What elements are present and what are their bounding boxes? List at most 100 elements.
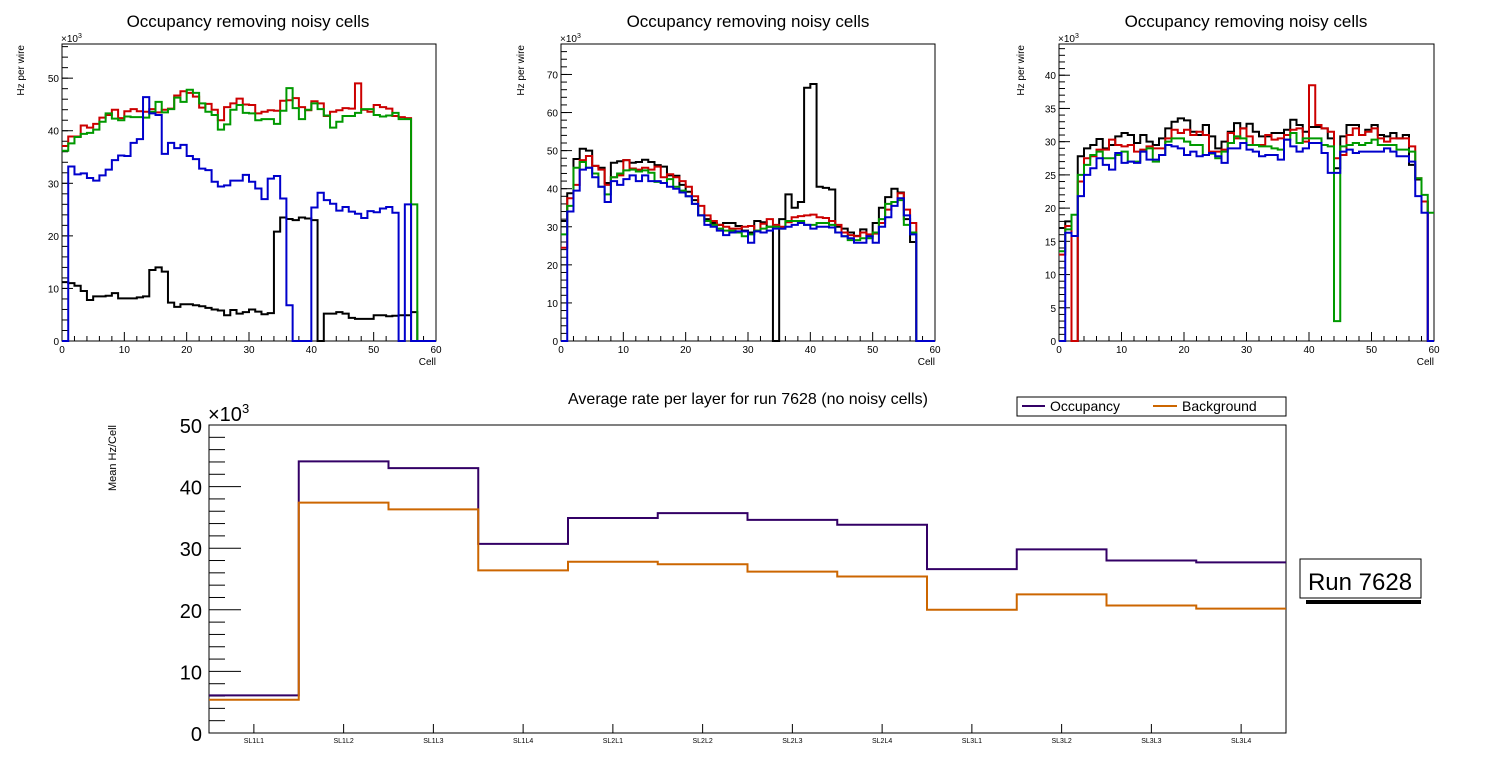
x-category-label: SL1L3 xyxy=(423,738,443,745)
x-tick-label: 50 xyxy=(1366,345,1378,356)
x-category-label: SL3L1 xyxy=(962,738,982,745)
x-tick-label: 50 xyxy=(867,345,879,356)
y-tick-label: 40 xyxy=(180,478,202,500)
x-category-label: SL3L3 xyxy=(1141,738,1161,745)
x-tick-label: 20 xyxy=(1178,345,1190,356)
y-tick-label: 0 xyxy=(191,724,202,746)
series-green xyxy=(62,87,436,342)
summary-series xyxy=(209,460,1286,701)
x-category-label: SL2L3 xyxy=(782,738,802,745)
x-tick-label: 30 xyxy=(1241,345,1253,356)
series-green xyxy=(561,161,935,342)
summary-title: Average rate per layer for run 7628 (no … xyxy=(568,391,928,408)
panel-1-series xyxy=(62,82,436,342)
x-category-label: SL3L2 xyxy=(1052,738,1072,745)
panel-3: Occupancy removing noisy cells Hz per wi… xyxy=(1016,12,1440,368)
x-tick-label: 40 xyxy=(1303,345,1315,356)
panel-2: Occupancy removing noisy cells Hz per wi… xyxy=(516,12,941,368)
legend-background-label: Background xyxy=(1182,398,1257,414)
y-tick-label: 30 xyxy=(180,539,202,561)
panel-1-xticks: 0 10 20 30 40 50 60 xyxy=(59,332,442,356)
y-tick-label: 35 xyxy=(1045,104,1057,115)
y-tick-label: 10 xyxy=(1045,271,1057,282)
panel-2-xlabel: Cell xyxy=(918,357,935,368)
x-tick-label: 30 xyxy=(243,345,255,356)
y-tick-label: 30 xyxy=(48,179,60,190)
x-tick-label: 0 xyxy=(1056,345,1062,356)
series-background xyxy=(209,501,1286,701)
y-tick-label: 20 xyxy=(1045,204,1057,215)
y-tick-label: 70 xyxy=(547,70,559,81)
x-category-label: SL1L4 xyxy=(513,738,533,745)
x-category-label: SL1L1 xyxy=(244,738,264,745)
x-tick-label: 10 xyxy=(618,345,630,356)
legend-occupancy-label: Occupancy xyxy=(1050,398,1120,414)
y-tick-label: 0 xyxy=(53,337,59,348)
panel-3-xticks: 0 10 20 30 40 50 60 xyxy=(1056,332,1440,356)
y-tick-label: 15 xyxy=(1045,237,1057,248)
x-tick-label: 10 xyxy=(119,345,131,356)
summary-panel: Average rate per layer for run 7628 (no … xyxy=(107,391,1422,746)
panel-2-exponent: ×103 xyxy=(560,33,581,45)
run-annotation-shadow xyxy=(1306,600,1421,604)
panel-3-frame xyxy=(1058,43,1435,342)
x-category-label: SL2L1 xyxy=(603,738,623,745)
series-occupancy xyxy=(209,460,1286,697)
y-tick-label: 40 xyxy=(547,185,559,196)
panel-2-ylabel: Hz per wire xyxy=(516,45,527,96)
panel-2-frame xyxy=(560,43,936,342)
run-annotation-box xyxy=(1299,558,1422,599)
panel-1: Occupancy removing noisy cells Hz per wi… xyxy=(16,12,442,368)
x-tick-label: 40 xyxy=(306,345,318,356)
panel-3-series xyxy=(1059,84,1434,342)
y-tick-label: 40 xyxy=(1045,71,1057,82)
panel-3-ylabel: Hz per wire xyxy=(1016,45,1027,96)
x-tick-label: 0 xyxy=(59,345,65,356)
panel-3-xlabel: Cell xyxy=(1417,357,1434,368)
y-tick-label: 30 xyxy=(1045,138,1057,149)
x-category-label: SL3L4 xyxy=(1231,738,1251,745)
series-blue xyxy=(1059,138,1434,342)
series-blue xyxy=(561,166,935,342)
x-category-label: SL1L2 xyxy=(334,738,354,745)
panel-2-title: Occupancy removing noisy cells xyxy=(627,12,870,31)
panel-1-title: Occupancy removing noisy cells xyxy=(127,12,370,31)
panel-2-yticks: 0 10 20 30 40 50 60 70 xyxy=(547,43,572,348)
y-tick-label: 10 xyxy=(180,662,202,684)
series-black xyxy=(1059,117,1434,342)
x-tick-label: 10 xyxy=(1116,345,1128,356)
summary-legend: Occupancy Background xyxy=(1016,396,1287,417)
x-tick-label: 50 xyxy=(368,345,380,356)
y-tick-label: 0 xyxy=(552,337,558,348)
y-tick-label: 5 xyxy=(1050,304,1056,315)
run-annotation: Run 7628 xyxy=(1299,558,1422,604)
panel-1-yticks: 0 10 20 30 40 50 xyxy=(48,46,73,348)
y-tick-label: 0 xyxy=(1050,337,1056,348)
summary-yticks: 0 10 20 30 40 50 xyxy=(180,416,241,746)
series-black xyxy=(62,216,436,342)
x-tick-label: 30 xyxy=(742,345,754,356)
series-black xyxy=(561,82,935,342)
y-tick-label: 25 xyxy=(1045,171,1057,182)
y-tick-label: 20 xyxy=(48,232,60,243)
legend-box xyxy=(1016,396,1287,417)
panel-2-xticks: 0 10 20 30 40 50 60 xyxy=(558,332,941,356)
panel-1-xlabel: Cell xyxy=(419,357,436,368)
panel-3-title: Occupancy removing noisy cells xyxy=(1125,12,1368,31)
panel-3-yticks: 0 5 10 15 20 25 30 35 40 xyxy=(1045,48,1070,348)
x-tick-label: 40 xyxy=(805,345,817,356)
summary-exponent: ×103 xyxy=(208,401,249,426)
x-tick-label: 20 xyxy=(181,345,193,356)
x-category-label: SL2L2 xyxy=(693,738,713,745)
x-tick-label: 60 xyxy=(929,345,941,356)
y-tick-label: 50 xyxy=(180,416,202,438)
panel-1-ylabel: Hz per wire xyxy=(16,45,27,96)
summary-frame xyxy=(208,424,1287,734)
x-tick-label: 20 xyxy=(680,345,692,356)
summary-ylabel: Mean Hz/Cell xyxy=(107,425,119,491)
y-tick-label: 40 xyxy=(48,127,60,138)
y-tick-label: 10 xyxy=(547,299,559,310)
x-tick-label: 60 xyxy=(1428,345,1440,356)
y-tick-label: 10 xyxy=(48,284,60,295)
